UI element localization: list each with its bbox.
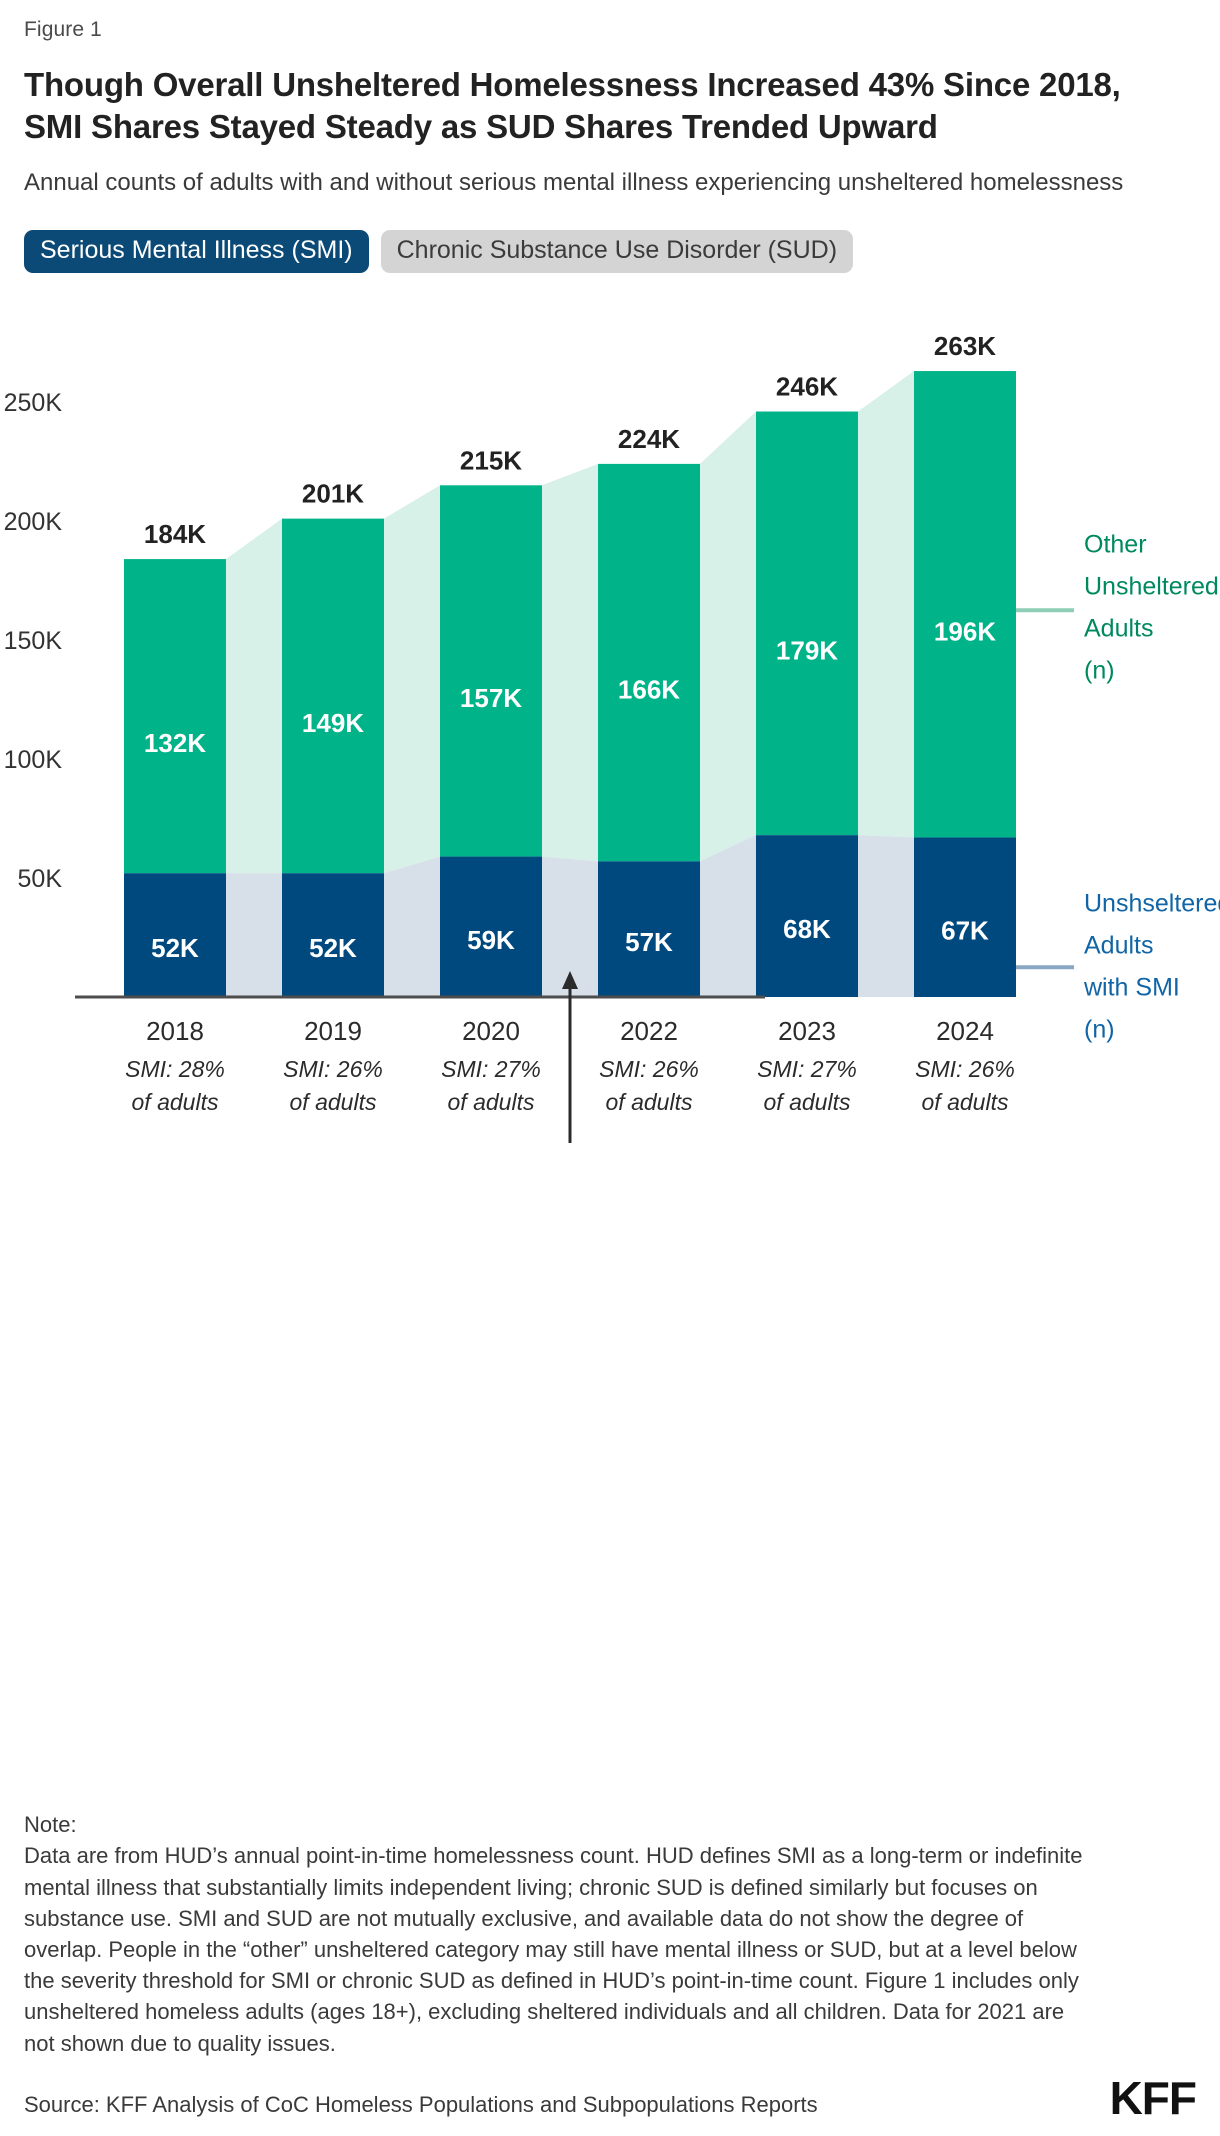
bar-value-label-smi-2018: 52K	[151, 933, 199, 963]
bar-value-label-other-2018: 132K	[144, 728, 206, 758]
legend: Serious Mental Illness (SMI) Chronic Sub…	[24, 229, 1196, 274]
bar-segment-other-2024[interactable]	[914, 371, 1016, 838]
callout-smi-line-2: with SMI	[1083, 973, 1180, 1001]
callout-other-line-3: (n)	[1084, 656, 1115, 684]
callout-other-line-0: Other	[1084, 530, 1147, 558]
stacked-bar-chart: 50K 100K 150K 200K 250K 184K 132K 52K 201K 149K 52…	[4, 331, 1220, 1144]
connector-band-smi-2	[542, 856, 598, 998]
legend-tab-smi[interactable]: Serious Mental Illness (SMI)	[24, 229, 369, 274]
bar-value-label-smi-2022: 57K	[625, 927, 673, 957]
bar-segment-smi-2024[interactable]	[914, 837, 1016, 998]
x-sublabel-unit-2023: of adults	[764, 1089, 851, 1115]
bar-segment-other-2019[interactable]	[282, 518, 384, 874]
connector-band-other-1	[384, 485, 440, 874]
callout-other-line-2: Adults	[1084, 614, 1153, 642]
callout-smi-line-0: Unshselteredd	[1084, 889, 1220, 917]
bar-total-label-2023: 246K	[776, 372, 838, 402]
source-text: Source: KFF Analysis of CoC Homeless Pop…	[24, 2092, 818, 2117]
note-body: Data are from HUD’s annual point-in-time…	[24, 1843, 1083, 2056]
bar-value-label-other-2022: 166K	[618, 675, 680, 705]
bar-segment-smi-2022[interactable]	[598, 861, 700, 998]
source-row: Source: KFF Analysis of CoC Homeless Pop…	[24, 2071, 1197, 2124]
bar-total-label-2020: 215K	[460, 445, 522, 475]
x-tick-label-2023: 2023	[778, 1016, 836, 1046]
page-title: Though Overall Unsheltered Homelessness …	[24, 66, 1121, 146]
bar-value-label-smi-2019: 52K	[309, 933, 357, 963]
bar-total-label-2024: 263K	[934, 331, 996, 361]
missing-year-marker-arrow	[562, 971, 578, 990]
bar-value-label-smi-2023: 68K	[783, 914, 831, 944]
x-sublabel-unit-2018: of adults	[132, 1089, 219, 1115]
connector-band-smi-0	[226, 873, 282, 998]
figure-label: Figure 1	[24, 18, 102, 41]
x-sublabel-unit-2019: of adults	[290, 1089, 377, 1115]
connector-band-smi-3	[700, 835, 756, 998]
y-tick-label-50K: 50K	[18, 865, 63, 893]
bar-segment-other-2018[interactable]	[124, 559, 226, 874]
y-tick-label-100K: 100K	[4, 746, 63, 774]
bar-value-label-other-2024: 196K	[934, 616, 996, 646]
y-tick-label-200K: 200K	[4, 508, 63, 536]
x-sublabel-unit-2024: of adults	[922, 1089, 1009, 1115]
note-heading: Note:	[24, 1812, 77, 1838]
callout-other-line-1: Unsheltered	[1084, 572, 1219, 600]
kff-logo: KFF	[1109, 2071, 1197, 2124]
y-tick-label-150K: 150K	[4, 627, 63, 655]
connector-band-other-4	[858, 371, 914, 838]
x-sublabel-unit-2022: of adults	[606, 1089, 693, 1115]
bar-segment-smi-2023[interactable]	[756, 835, 858, 998]
bar-value-label-other-2020: 157K	[460, 683, 522, 713]
chart-subtitle: Annual counts of adults with and without…	[24, 169, 1124, 197]
y-tick-label-250K: 250K	[4, 389, 63, 417]
legend-tab-sud[interactable]: Chronic Substance Use Disorder (SUD)	[380, 229, 854, 274]
x-tick-label-2019: 2019	[304, 1016, 362, 1046]
x-sublabel-pct-2022: SMI: 26%	[599, 1056, 699, 1082]
bar-segment-smi-2018[interactable]	[124, 873, 226, 998]
x-sublabel-pct-2020: SMI: 27%	[441, 1056, 541, 1082]
bar-value-label-other-2019: 149K	[302, 708, 364, 738]
bar-value-label-smi-2020: 59K	[467, 925, 515, 955]
connector-band-other-2	[542, 463, 598, 862]
connector-band-smi-4	[858, 835, 914, 998]
bar-segment-other-2023[interactable]	[756, 411, 858, 836]
x-tick-label-2022: 2022	[620, 1016, 678, 1046]
x-sublabel-pct-2019: SMI: 26%	[283, 1056, 383, 1082]
x-tick-label-2020: 2020	[462, 1016, 520, 1046]
bar-value-label-smi-2024: 67K	[941, 915, 989, 945]
x-tick-label-2024: 2024	[936, 1016, 994, 1046]
x-tick-label-2018: 2018	[146, 1016, 204, 1046]
callout-smi-line-1: Adults	[1084, 931, 1153, 959]
bar-segment-other-2020[interactable]	[440, 485, 542, 857]
x-sublabel-unit-2020: of adults	[448, 1089, 535, 1115]
bar-value-label-other-2023: 179K	[776, 635, 838, 665]
x-sublabel-pct-2023: SMI: 27%	[757, 1056, 857, 1082]
figure-page: Figure 1 Though Overall Unsheltered Home…	[0, 18, 1220, 2136]
bar-segment-other-2022[interactable]	[598, 463, 700, 862]
callout-smi-line-3: (n)	[1084, 1015, 1115, 1043]
figure-footer: Note: Data are from HUD’s annual point-i…	[24, 1812, 1197, 2124]
connector-band-smi-1	[384, 856, 440, 998]
x-sublabel-pct-2024: SMI: 26%	[915, 1056, 1015, 1082]
bar-segment-smi-2019[interactable]	[282, 873, 384, 998]
x-sublabel-pct-2018: SMI: 28%	[125, 1056, 225, 1082]
connector-band-other-0	[226, 518, 282, 874]
bar-total-label-2019: 201K	[302, 479, 364, 509]
bar-total-label-2022: 224K	[618, 424, 680, 454]
bar-segment-smi-2020[interactable]	[440, 856, 542, 998]
chart-area: 50K 100K 150K 200K 250K 184K 132K 52K 201K 149K 52…	[0, 283, 1220, 1144]
bar-total-label-2018: 184K	[144, 519, 206, 549]
connector-band-other-3	[700, 411, 756, 862]
